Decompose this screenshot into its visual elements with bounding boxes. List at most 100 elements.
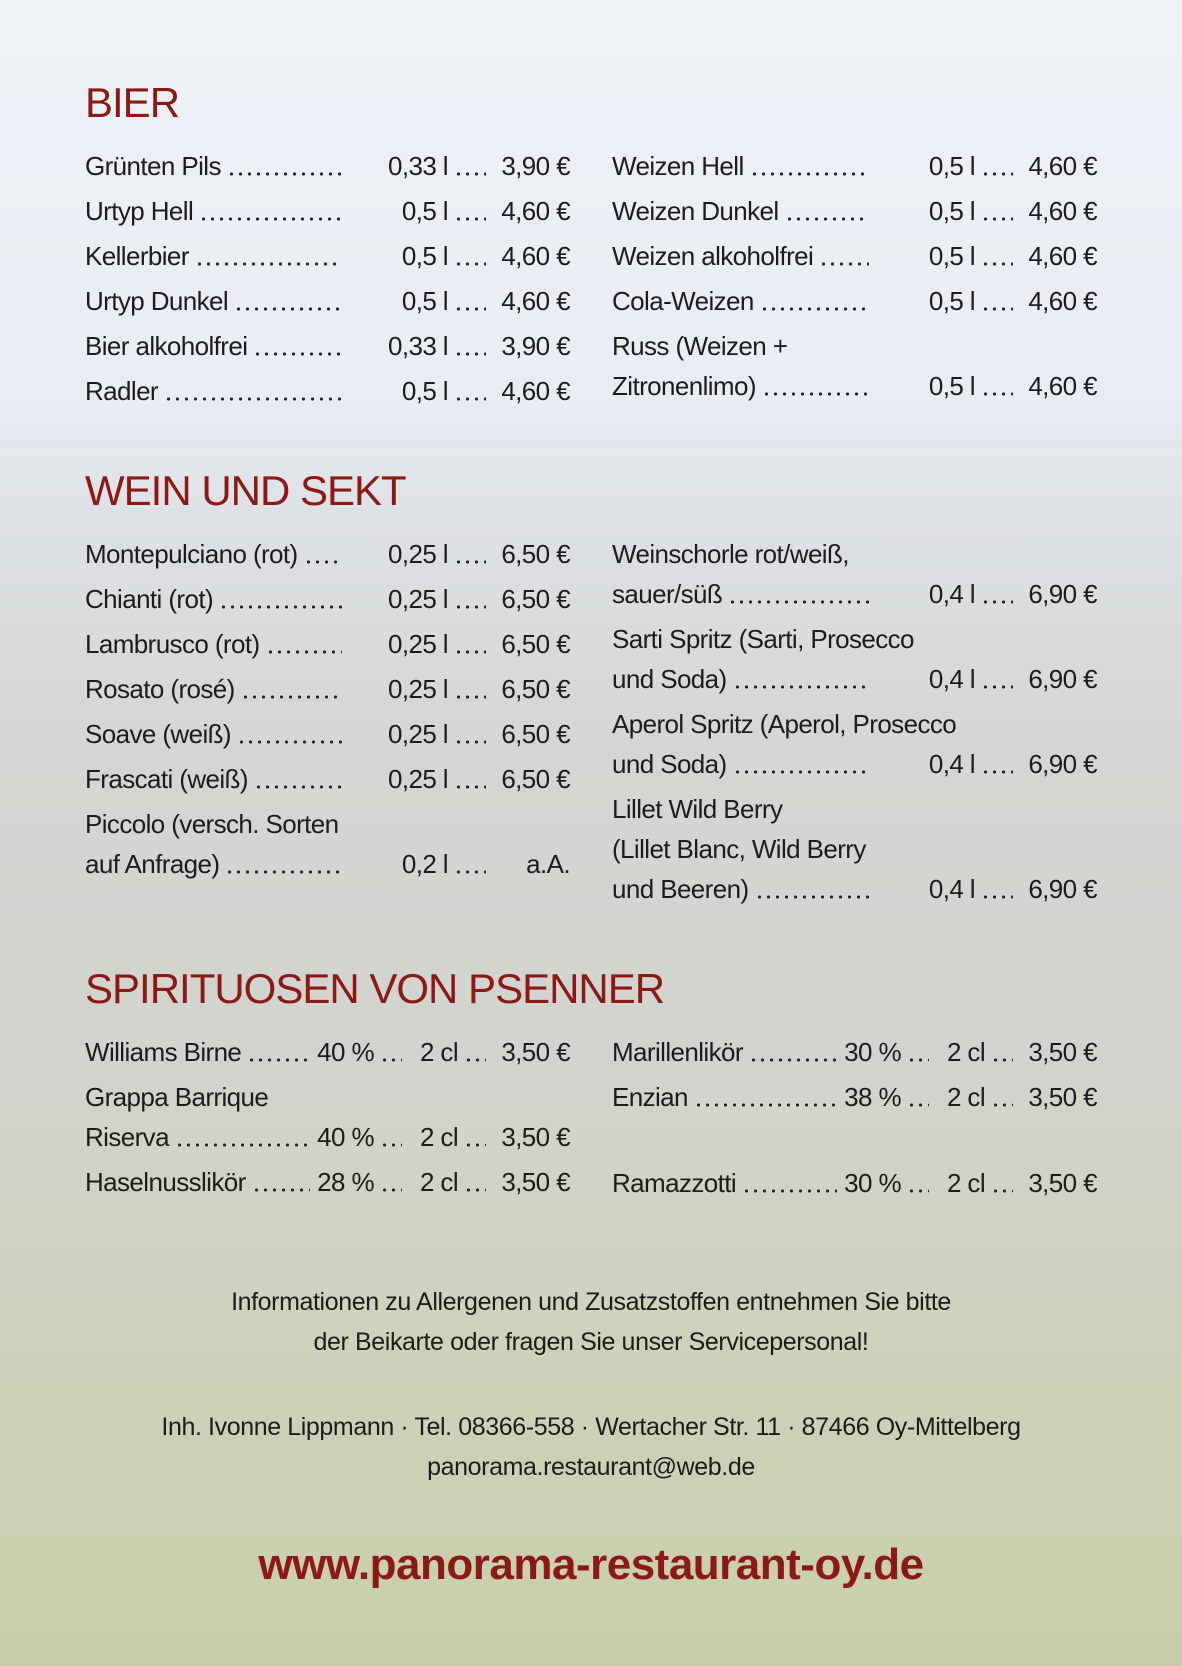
menu-item: Enzian 38 % 2 cl 3,50 € — [612, 1077, 1098, 1117]
size: 2 cl — [419, 1167, 459, 1197]
menu-item: Russ (Weizen + Zitronenlimo) 0,5 l 4,60 € — [612, 326, 1098, 406]
menu-item: Rosato (rosé) 0,25 l 6,50 € — [85, 669, 571, 709]
leader — [253, 785, 342, 789]
item-row: Kellerbier 0,5 l 4,60 € — [85, 236, 571, 276]
leader — [251, 1188, 310, 1192]
column: Marillenlikör 30 % 2 cl 3,50 € Enzian 38 % 2 c… — [612, 1032, 1098, 1208]
leader — [981, 217, 1013, 221]
leader — [754, 895, 869, 899]
leader — [784, 217, 869, 221]
item-name: Weizen alkoholfrei — [612, 241, 814, 271]
leader — [981, 770, 1013, 774]
menu-item: Soave (weiß) 0,25 l 6,50 € — [85, 714, 571, 754]
item-name: Lambrusco (rot) — [85, 629, 260, 659]
leader — [991, 1103, 1013, 1107]
strength: 30 % — [844, 1037, 901, 1067]
item-row: Urtyp Dunkel 0,5 l 4,60 € — [85, 281, 571, 321]
item-row: und Soda) 0,4 l 6,90 € — [612, 659, 1098, 699]
item-name: Haselnusslikör — [85, 1167, 246, 1197]
leader — [164, 397, 342, 401]
price: 3,50 € — [1028, 1082, 1097, 1112]
item-row: auf Anfrage) 0,2 l a.A. — [85, 844, 571, 884]
size: 0,5 l — [401, 196, 449, 226]
column: Montepulciano (rot) 0,25 l 6,50 € Chianti (… — [85, 534, 571, 914]
item-name: Russ (Weizen + — [612, 331, 788, 361]
leader — [454, 870, 486, 874]
size: 2 cl — [946, 1082, 986, 1112]
menu-item: Weizen Dunkel 0,5 l 4,60 € — [612, 191, 1098, 231]
menu-item: Chianti (rot) 0,25 l 6,50 € — [85, 579, 571, 619]
size: 0,33 l — [387, 331, 449, 361]
size: 0,5 l — [928, 196, 976, 226]
item-name: Frascati (weiß) — [85, 764, 249, 794]
price: 3,90 € — [501, 151, 570, 181]
price: 3,50 € — [1028, 1168, 1097, 1198]
size: 2 cl — [946, 1037, 986, 1067]
menu-item: Ramazzotti 30 % 2 cl 3,50 € — [612, 1163, 1098, 1203]
strength: 28 % — [317, 1167, 374, 1197]
menu-item: Grünten Pils 0,33 l 3,90 € — [85, 146, 571, 186]
menu-item: Frascati (weiß) 0,25 l 6,50 € — [85, 759, 571, 799]
size: 0,5 l — [928, 286, 976, 316]
menu-section: BIER Grünten Pils 0,33 l 3,90 € Urtyp Hell 0,… — [85, 72, 1098, 416]
item-name: Williams Birne — [85, 1037, 242, 1067]
leader — [234, 307, 342, 311]
leader — [454, 397, 486, 401]
menu-item: Haselnusslikör 28 % 2 cl 3,50 € — [85, 1162, 571, 1202]
item-name: Sarti Spritz (Sarti, Prosecco — [612, 624, 915, 654]
column: Williams Birne 40 % 2 cl 3,50 € Grappa Barri… — [85, 1032, 571, 1208]
leader — [907, 1189, 929, 1193]
leader — [380, 1058, 402, 1062]
item-row: Haselnusslikör 28 % 2 cl 3,50 € — [85, 1162, 571, 1202]
item-name: Marillenlikör — [612, 1037, 744, 1067]
leader — [454, 605, 486, 609]
menu-item: Kellerbier 0,5 l 4,60 € — [85, 236, 571, 276]
item-name-line: (Lillet Blanc, Wild Berry — [612, 829, 1097, 869]
section-title: BIER — [85, 79, 180, 126]
price: 6,50 € — [501, 539, 570, 569]
item-row: Weizen Hell 0,5 l 4,60 € — [612, 146, 1098, 186]
leader — [732, 685, 869, 689]
price: 4,60 € — [501, 376, 570, 406]
website[interactable]: www.panorama-restaurant-oy.de — [258, 1540, 924, 1589]
item-row: Rosato (rosé) 0,25 l 6,50 € — [85, 669, 571, 709]
menu-item: Bier alkoholfrei 0,33 l 3,90 € — [85, 326, 571, 366]
leader — [732, 770, 869, 774]
menu-item: Weizen alkoholfrei 0,5 l 4,60 € — [612, 236, 1098, 276]
item-row: und Soda) 0,4 l 6,90 € — [612, 744, 1098, 784]
leader — [464, 1188, 486, 1192]
item-name: Radler — [85, 376, 159, 406]
menu-item: Aperol Spritz (Aperol, Prosecco und Soda)… — [612, 704, 1098, 784]
size: 0,25 l — [387, 539, 449, 569]
leader — [693, 1103, 837, 1107]
price: 3,90 € — [501, 331, 570, 361]
leader — [454, 352, 486, 356]
menu-section: SPIRITUOSEN VON PSENNER Williams Birne 40 … — [85, 958, 1098, 1208]
menu-item: Cola-Weizen 0,5 l 4,60 € — [612, 281, 1098, 321]
strength: 38 % — [844, 1082, 901, 1112]
allergen-info: Informationen zu Allergenen und Zusatzst… — [0, 1282, 1182, 1362]
leader — [303, 560, 342, 564]
size: 0,5 l — [928, 151, 976, 181]
item-row: Frascati (weiß) 0,25 l 6,50 € — [85, 759, 571, 799]
item-name: Bier alkoholfrei — [85, 331, 248, 361]
item-name: und Beeren) — [612, 874, 749, 904]
item-name: Soave (weiß) — [85, 719, 232, 749]
leader — [225, 870, 342, 874]
menu-item: Radler 0,5 l 4,60 € — [85, 371, 571, 411]
leader — [194, 262, 342, 266]
size: 0,5 l — [401, 241, 449, 271]
leader — [454, 785, 486, 789]
section-title: SPIRITUOSEN VON PSENNER — [85, 965, 665, 1012]
menu-item: Marillenlikör 30 % 2 cl 3,50 € — [612, 1032, 1098, 1072]
size: 0,25 l — [387, 764, 449, 794]
price: 4,60 € — [1028, 196, 1097, 226]
size: 2 cl — [419, 1037, 459, 1067]
item-name-line: Russ (Weizen + — [612, 326, 1097, 366]
size: 0,5 l — [928, 241, 976, 271]
item-row: sauer/süß 0,4 l 6,90 € — [612, 574, 1098, 614]
item-row: Lambrusco (rot) 0,25 l 6,50 € — [85, 624, 571, 664]
leader — [907, 1058, 929, 1062]
